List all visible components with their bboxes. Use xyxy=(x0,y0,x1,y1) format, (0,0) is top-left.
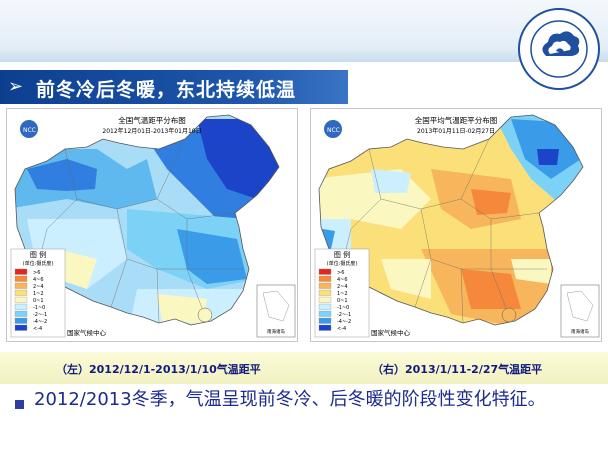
legend-swatch xyxy=(318,310,332,317)
legend-label: -2~-1 xyxy=(337,312,351,318)
legend-swatch xyxy=(318,296,332,303)
legend-right: >64~62~41~20~1-1~0-2~-1-4~-2<-4 xyxy=(318,268,351,332)
legend-unit: (单位:摄氏度) xyxy=(327,260,358,267)
caption-left: （左）2012/12/1-2013/1/10气温距平 xyxy=(56,363,261,376)
map-source: 国家气候中心 xyxy=(371,328,411,337)
legend-label: >6 xyxy=(33,270,40,276)
map-left-title: 全国气温距平分布图 xyxy=(118,115,186,125)
legend-label: <-4 xyxy=(337,326,346,332)
legend-swatch xyxy=(14,296,28,303)
legend-swatch xyxy=(14,324,28,331)
title-bar: ➢ 前冬冷后冬暖，东北持续低温 xyxy=(0,70,348,104)
legend-label: -1~0 xyxy=(337,305,349,311)
legend-swatch xyxy=(14,289,28,296)
caption-right: （右）2013/1/11-2/27气温距平 xyxy=(372,363,543,376)
legend-label: 4~6 xyxy=(33,277,44,283)
map-right: NCC 全国平均气温距平分布图 2013年01月11日-02月27日 图 例 (… xyxy=(310,108,602,342)
legend-label: -2~-1 xyxy=(33,312,47,318)
caption-band: （左）2012/12/1-2013/1/10气温距平 （右）2013/1/11-… xyxy=(0,352,608,384)
svg-text:NCC: NCC xyxy=(327,127,340,134)
legend-swatch xyxy=(14,303,28,310)
map-left-date: 2012年12月01日-2013年01月10日 xyxy=(102,127,201,135)
legend-label: 0~1 xyxy=(33,298,44,304)
inset-label: 南海诸岛 xyxy=(571,328,589,335)
map-right-date: 2013年01月11日-02月27日 xyxy=(417,127,495,135)
header-band xyxy=(0,0,608,62)
legend-label: -4~-2 xyxy=(337,319,351,325)
map-source: 国家气候中心 xyxy=(67,328,107,337)
legend-swatch xyxy=(318,303,332,310)
legend-unit: (单位:摄氏度) xyxy=(23,260,54,267)
cma-logo xyxy=(518,8,600,90)
legend-label: -4~-2 xyxy=(33,319,47,325)
legend-swatch xyxy=(318,275,332,282)
inset-label: 南海诸岛 xyxy=(267,328,285,335)
legend-label: 4~6 xyxy=(337,277,348,283)
legend-swatch xyxy=(318,268,332,275)
arrow-bullet-icon: ➢ xyxy=(8,76,24,97)
legend-label: 2~4 xyxy=(337,284,348,290)
legend-swatch xyxy=(14,268,28,275)
legend-title: 图 例 xyxy=(334,250,350,259)
legend-label: 0~1 xyxy=(337,298,348,304)
map-left: NCC 全国气温距平分布图 2012年12月01日-2013年01月10日 图 … xyxy=(6,108,298,342)
legend-label: 1~2 xyxy=(337,291,348,297)
svg-text:NCC: NCC xyxy=(23,127,36,134)
body-text: 2012/2013冬季，气温呈现前冬冷、后冬暖的阶段性变化特征。 xyxy=(34,389,546,410)
legend-title: 图 例 xyxy=(30,250,46,259)
legend-label: -1~0 xyxy=(33,305,45,311)
legend-swatch xyxy=(318,324,332,331)
square-bullet-icon xyxy=(15,400,24,409)
legend-swatch xyxy=(14,275,28,282)
legend-swatch xyxy=(318,317,332,324)
map-right-title: 全国平均气温距平分布图 xyxy=(415,115,498,125)
legend-label: <-4 xyxy=(33,326,42,332)
legend-label: >6 xyxy=(337,270,344,276)
slide-title: 前冬冷后冬暖，东北持续低温 xyxy=(36,79,297,101)
legend-label: 2~4 xyxy=(33,284,44,290)
legend-swatch xyxy=(14,317,28,324)
legend-swatch xyxy=(14,310,28,317)
legend-swatch xyxy=(318,289,332,296)
legend-left: >64~62~41~20~1-1~0-2~-1-4~-2<-4 xyxy=(14,268,47,332)
legend-swatch xyxy=(14,282,28,289)
legend-swatch xyxy=(318,282,332,289)
legend-label: 1~2 xyxy=(33,291,44,297)
